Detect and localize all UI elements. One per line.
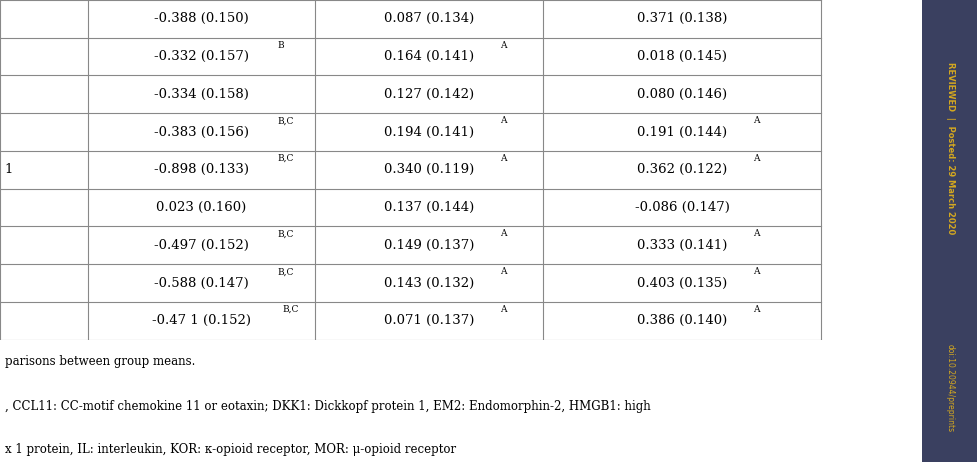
Text: A: A	[751, 230, 758, 238]
Text: A: A	[751, 267, 758, 276]
Text: A: A	[499, 267, 506, 276]
Text: 0.087 (0.134): 0.087 (0.134)	[384, 12, 474, 25]
Text: 0.403 (0.135): 0.403 (0.135)	[636, 276, 726, 290]
Text: -0.383 (0.156): -0.383 (0.156)	[153, 126, 249, 139]
Text: -0.47 1 (0.152): -0.47 1 (0.152)	[151, 314, 251, 327]
Text: -0.388 (0.150): -0.388 (0.150)	[154, 12, 248, 25]
Text: B,C: B,C	[282, 305, 298, 314]
Text: 0.191 (0.144): 0.191 (0.144)	[636, 126, 726, 139]
Text: A: A	[751, 305, 758, 314]
Text: 0.362 (0.122): 0.362 (0.122)	[636, 163, 726, 176]
Text: -0.898 (0.133): -0.898 (0.133)	[153, 163, 249, 176]
Text: x 1 protein, IL: interleukin, KOR: κ-opioid receptor, MOR: μ-opioid receptor: x 1 protein, IL: interleukin, KOR: κ-opi…	[5, 443, 455, 456]
Text: REVIEWED  |  Posted: 29 March 2020: REVIEWED | Posted: 29 March 2020	[945, 62, 954, 234]
Text: parisons between group means.: parisons between group means.	[5, 355, 194, 368]
Text: -0.588 (0.147): -0.588 (0.147)	[154, 276, 248, 290]
Text: 0.371 (0.138): 0.371 (0.138)	[636, 12, 727, 25]
Text: -0.332 (0.157): -0.332 (0.157)	[153, 50, 249, 63]
Text: B: B	[276, 41, 283, 50]
Text: A: A	[499, 230, 506, 238]
Text: 0.149 (0.137): 0.149 (0.137)	[384, 239, 474, 252]
Text: B,C: B,C	[276, 230, 293, 238]
Text: 0.386 (0.140): 0.386 (0.140)	[636, 314, 726, 327]
Text: A: A	[499, 116, 506, 125]
Text: A: A	[751, 154, 758, 163]
Text: 0.071 (0.137): 0.071 (0.137)	[384, 314, 474, 327]
Text: A: A	[751, 116, 758, 125]
Text: 0.080 (0.146): 0.080 (0.146)	[636, 88, 726, 101]
Text: B,C: B,C	[276, 116, 293, 125]
Text: A: A	[499, 305, 506, 314]
Text: 0.023 (0.160): 0.023 (0.160)	[156, 201, 246, 214]
Text: 0.194 (0.141): 0.194 (0.141)	[384, 126, 474, 139]
Text: 0.127 (0.142): 0.127 (0.142)	[384, 88, 474, 101]
Text: 1: 1	[5, 163, 13, 176]
Text: -0.334 (0.158): -0.334 (0.158)	[154, 88, 249, 101]
Text: 0.333 (0.141): 0.333 (0.141)	[636, 239, 727, 252]
Text: 0.143 (0.132): 0.143 (0.132)	[384, 276, 474, 290]
Text: B,C: B,C	[276, 267, 293, 276]
Text: 0.018 (0.145): 0.018 (0.145)	[636, 50, 726, 63]
Text: B,C: B,C	[276, 154, 293, 163]
Text: 0.340 (0.119): 0.340 (0.119)	[384, 163, 474, 176]
Text: -0.497 (0.152): -0.497 (0.152)	[154, 239, 249, 252]
Text: A: A	[499, 41, 506, 50]
Text: A: A	[499, 154, 506, 163]
Text: 0.137 (0.144): 0.137 (0.144)	[384, 201, 474, 214]
Text: -0.086 (0.147): -0.086 (0.147)	[634, 201, 729, 214]
Text: doi:10.20944/preprints: doi:10.20944/preprints	[945, 344, 954, 432]
Text: , CCL11: CC-motif chemokine 11 or eotaxin; DKK1: Dickkopf protein 1, EM2: Endomo: , CCL11: CC-motif chemokine 11 or eotaxi…	[5, 401, 650, 413]
Text: 0.164 (0.141): 0.164 (0.141)	[384, 50, 474, 63]
